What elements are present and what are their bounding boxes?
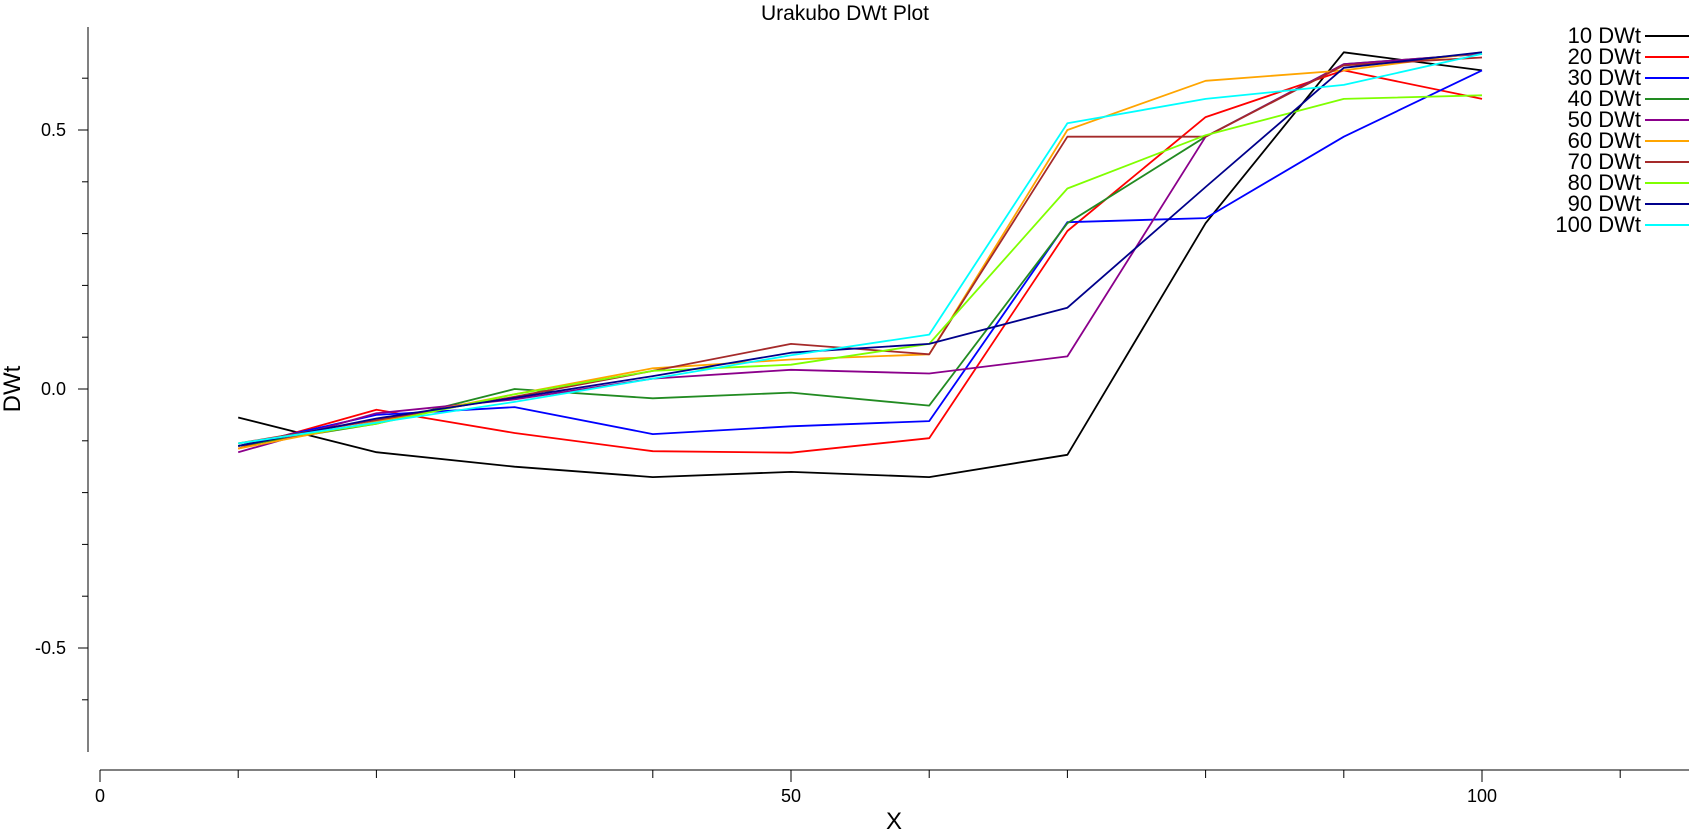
y-axis: 0.5 0.0 -0.5 <box>35 27 89 752</box>
x-axis-label: X <box>886 808 902 835</box>
series-line-5 <box>237 53 1483 454</box>
legend-label: 70 DWt <box>1568 149 1641 174</box>
y-tick-label: 0.5 <box>41 120 66 140</box>
legend-label: 50 DWt <box>1568 107 1641 132</box>
chart-title: Urakubo DWt Plot <box>761 2 929 25</box>
series-line-3 <box>238 69 1483 447</box>
legend-label: 40 DWt <box>1568 86 1641 111</box>
legend-label: 100 DWt <box>1555 212 1641 237</box>
x-tick-label: 50 <box>781 786 801 806</box>
x-axis: 0 50 100 <box>95 769 1689 806</box>
x-tick-label: 100 <box>1467 786 1497 806</box>
series-line-9 <box>238 51 1483 447</box>
y-axis-label: DWt <box>0 365 26 412</box>
legend-label: 10 DWt <box>1568 23 1641 48</box>
x-tick-label: 0 <box>95 786 105 806</box>
series-lines <box>237 51 1483 479</box>
legend-label: 60 DWt <box>1568 128 1641 153</box>
y-tick-label: 0.0 <box>41 379 66 399</box>
series-line-2 <box>237 69 1483 454</box>
y-tick-label: -0.5 <box>35 638 66 658</box>
legend-label: 30 DWt <box>1568 65 1641 90</box>
legend-label: 20 DWt <box>1568 44 1641 69</box>
series-line-7 <box>238 56 1483 445</box>
legend-label: 80 DWt <box>1568 170 1641 195</box>
legend-label: 90 DWt <box>1568 191 1641 216</box>
series-line-1 <box>237 51 1483 479</box>
series-line-8 <box>238 94 1483 445</box>
series-line-10 <box>238 53 1483 445</box>
